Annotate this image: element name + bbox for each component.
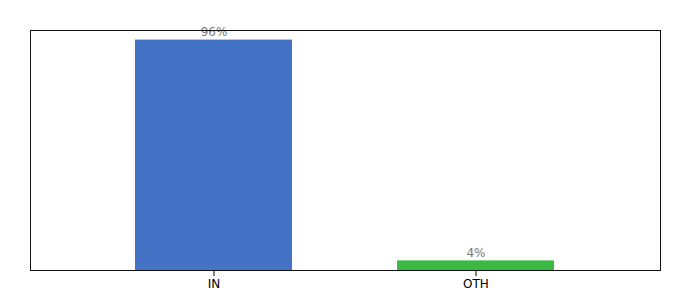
svg-text:96%: 96% [201,25,228,39]
svg-text:OTH: OTH [463,277,489,291]
svg-text:IN: IN [208,277,221,291]
svg-text:4%: 4% [466,246,485,260]
